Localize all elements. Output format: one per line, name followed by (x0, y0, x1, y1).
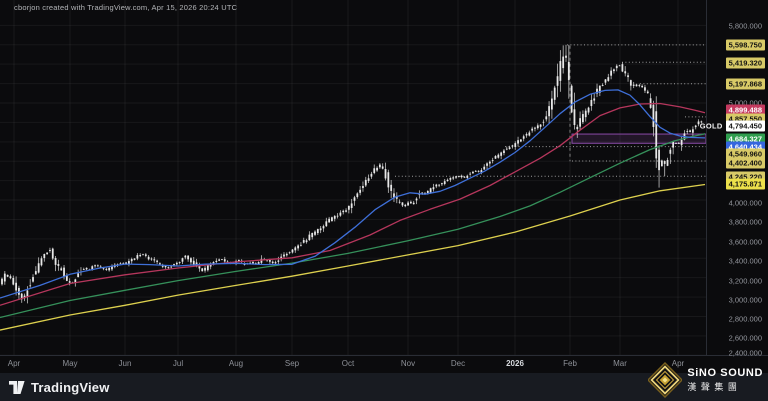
sino-sound-diamond-icon (648, 362, 683, 398)
symbol-label: GOLD (699, 121, 723, 131)
ma-yellow-label: 4,175.871 (725, 178, 765, 190)
support-zone-box[interactable] (571, 133, 706, 144)
level-label: 5,419.320 (725, 57, 765, 69)
grid-lines (0, 0, 706, 356)
ma-slow-green-line[interactable] (0, 133, 706, 319)
level-label: 4,549.960 (725, 148, 765, 160)
sino-sound-wordmark: SiNO SOUND (687, 367, 763, 379)
level-label: 5,197.868 (725, 78, 765, 90)
y-axis-tick: 3,400.000 (728, 256, 762, 266)
y-axis-tick: 3,200.000 (728, 276, 762, 286)
x-axis-tick: Oct (341, 359, 355, 368)
ma-green-label: 4,684.327 (725, 133, 765, 145)
y-axis-tick: 3,000.000 (728, 295, 762, 305)
x-axis-tick: Sep (284, 359, 300, 368)
level-label: 5,598.750 (725, 39, 765, 51)
current-price-label: 4,794.450 (725, 120, 765, 132)
y-axis-tick: 3,800.000 (728, 217, 762, 227)
bottom-toolbar: TradingView (0, 373, 768, 401)
x-axis-tick: Nov (400, 359, 416, 368)
y-axis-tick: 2,600.000 (728, 333, 762, 343)
chart-watermark: cborjon created with TradingView.com, Ap… (14, 3, 238, 12)
level-label: 4,245.220 (725, 171, 765, 183)
x-axis-tick: Dec (450, 359, 466, 368)
x-axis-tick: Apr (671, 359, 685, 368)
y-axis-tick: 2,400.000 (728, 348, 762, 358)
y-axis-tick: 5,000.000 (728, 98, 762, 108)
x-axis-tick: May (62, 359, 78, 368)
tradingview-wordmark[interactable]: TradingView (31, 379, 110, 395)
ma-crimson-label: 4,899.488 (725, 104, 765, 116)
y-axis-tick: 2,800.000 (728, 314, 762, 324)
x-axis-tick: Feb (563, 359, 577, 368)
y-axis-tick: 3,600.000 (728, 237, 762, 247)
x-axis-tick: Mar (613, 359, 627, 368)
level-label: 4,857.550 (725, 113, 765, 125)
x-axis-tick: Jun (118, 359, 132, 368)
ma-slowest-yellow-line[interactable] (0, 183, 706, 331)
x-axis-tick: Aug (228, 359, 244, 368)
x-axis-tick: Jul (172, 359, 184, 368)
x-axis-tick: Apr (7, 359, 21, 368)
sino-sound-watermark: SiNO SOUND 漢聲集團 (648, 362, 763, 398)
candlestick-series (1, 44, 703, 304)
current-price-row: GOLD 4,794.450 (699, 120, 765, 132)
y-axis-tick: 5,800.000 (728, 21, 762, 31)
level-label: 4,402.400 (725, 157, 765, 169)
ma-fast-blue-line[interactable] (0, 89, 706, 299)
y-axis-tick: 4,000.000 (728, 198, 762, 208)
x-axis-tick: 2026 (506, 359, 524, 368)
sino-sound-chinese-name: 漢聲集團 (687, 382, 742, 392)
tradingview-logo-icon[interactable] (9, 380, 25, 394)
ma-blue-label: 4,640.434 (725, 141, 765, 153)
